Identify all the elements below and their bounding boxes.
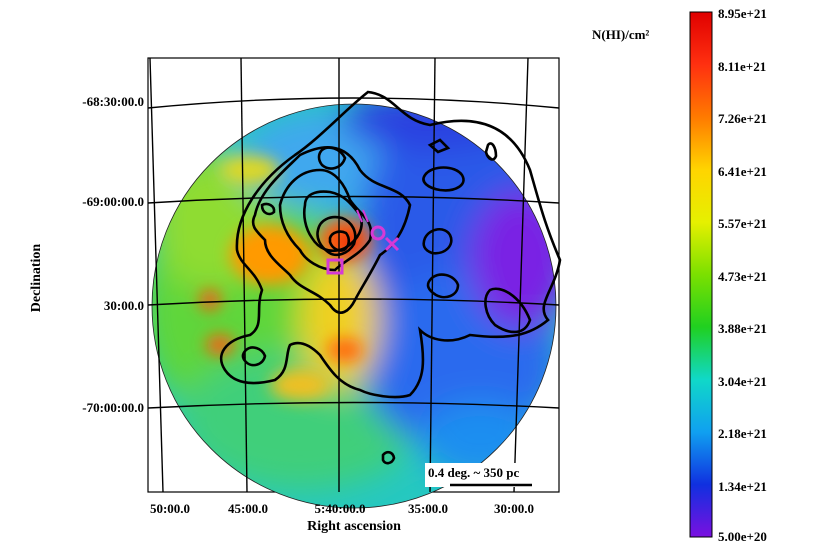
- scale-bar-label: 0.4 deg. ~ 350 pc: [428, 465, 519, 480]
- colorbar-gradient: [689, 11, 713, 538]
- colorbar-tick-label: 5.57e+21: [718, 216, 767, 231]
- contour-lines: [219, 90, 562, 465]
- dec-tick-label: 30:00.0: [104, 298, 144, 313]
- dec-tick-label: -70:00:00.0: [82, 400, 144, 415]
- ra-tick-label: 50:00.0: [150, 501, 190, 516]
- colorbar-tick-label: 6.41e+21: [718, 164, 767, 179]
- contour-outer: [219, 90, 562, 399]
- colorbar-tick-label: 8.11e+21: [718, 59, 766, 74]
- cross-marker: [384, 236, 400, 252]
- colorbar-tick-label: 5.00e+20: [718, 529, 767, 544]
- map-panel: 0.4 deg. ~ 350 pc: [147, 57, 562, 509]
- square-marker: [326, 258, 344, 275]
- ra-tick-label: 45:00.0: [228, 501, 268, 516]
- ra-tick-label: 30:00.0: [494, 501, 534, 516]
- ra-tick-label: 35:00.0: [408, 501, 448, 516]
- dec-tick-label: -68:30:00.0: [82, 94, 144, 109]
- colorbar-tick-label: 2.18e+21: [718, 426, 767, 441]
- colorbar-tick-label: 4.73e+21: [718, 269, 767, 284]
- y-axis-title: Declination: [29, 244, 44, 313]
- scale-bar: 0.4 deg. ~ 350 pc: [425, 463, 557, 487]
- x-axis-title: Right ascension: [307, 519, 401, 534]
- source-markers: [326, 209, 400, 275]
- colorbar-tick-labels: 8.95e+21 8.11e+21 7.26e+21 6.41e+21 5.57…: [718, 6, 767, 544]
- ra-tick-label: 5:40:00.0: [315, 501, 366, 516]
- coordinate-grid: [147, 57, 560, 493]
- colorbar-tick-label: 8.95e+21: [718, 6, 767, 21]
- circle-marker: [370, 225, 386, 241]
- colorbar-unit-label: N(HI)/cm²: [592, 27, 649, 42]
- colorbar-tick-label: 3.88e+21: [718, 321, 767, 336]
- colorbar-tick-label: 3.04e+21: [718, 374, 767, 389]
- colorbar-tick-label: 7.26e+21: [718, 111, 767, 126]
- slash-marker: [356, 209, 369, 223]
- ra-tick-labels: 50:00.0 45:00.0 5:40:00.0 35:00.0 30:00.…: [150, 501, 534, 516]
- colorbar: N(HI)/cm² 8.95e+21 8.11e+21 7.26e+21 6.4…: [592, 6, 767, 544]
- dec-tick-labels: -68:30:00.0 -69:00:00.0 30:00.0 -70:00:0…: [82, 94, 144, 415]
- dec-tick-label: -69:00:00.0: [82, 194, 144, 209]
- colorbar-tick-label: 1.34e+21: [718, 479, 767, 494]
